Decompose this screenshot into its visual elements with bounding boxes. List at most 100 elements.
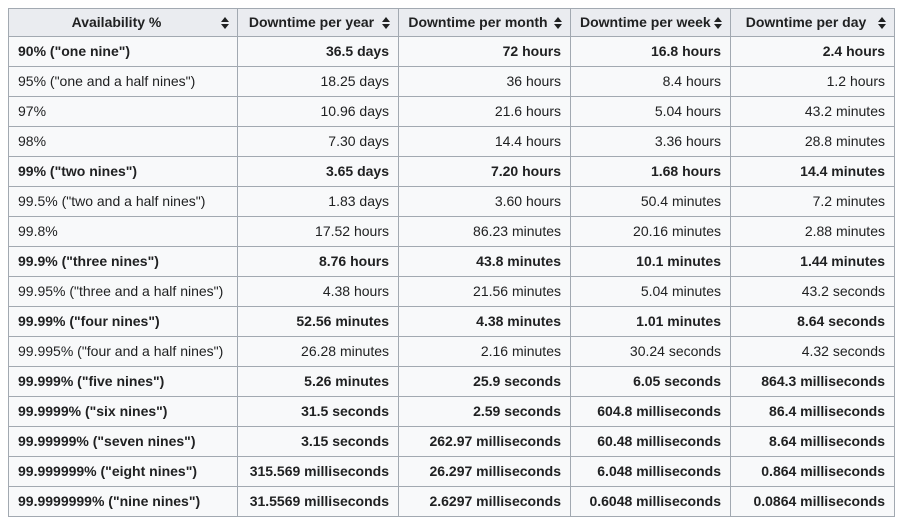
sort-icon	[714, 16, 723, 29]
table-row: 99.5% ("two and a half nines") 1.83 days…	[8, 186, 895, 217]
availability-cell: 99.9% ("three nines")	[8, 246, 238, 277]
availability-cell: 99.5% ("two and a half nines")	[8, 186, 238, 217]
downtime-day-cell: 0.864 milliseconds	[730, 456, 895, 487]
availability-cell: 97%	[8, 96, 238, 127]
sort-header-downtime-day[interactable]: Downtime per day	[730, 8, 895, 37]
sort-header-downtime-year[interactable]: Downtime per year	[237, 8, 399, 37]
availability-cell: 99% ("two nines")	[8, 156, 238, 187]
downtime-day-cell: 1.2 hours	[730, 66, 895, 97]
downtime-year-cell: 3.15 seconds	[237, 426, 399, 457]
downtime-month-cell: 2.59 seconds	[398, 396, 571, 427]
downtime-month-cell: 21.6 hours	[398, 96, 571, 127]
downtime-month-cell: 3.60 hours	[398, 186, 571, 217]
downtime-day-cell: 8.64 seconds	[730, 306, 895, 337]
downtime-year-cell: 31.5 seconds	[237, 396, 399, 427]
downtime-week-cell: 6.048 milliseconds	[570, 456, 731, 487]
downtime-month-cell: 86.23 minutes	[398, 216, 571, 247]
table-row: 99.99% ("four nines") 52.56 minutes 4.38…	[8, 306, 895, 337]
downtime-day-cell: 86.4 milliseconds	[730, 396, 895, 427]
downtime-month-cell: 72 hours	[398, 36, 571, 67]
downtime-year-cell: 36.5 days	[237, 36, 399, 67]
downtime-month-cell: 262.97 milliseconds	[398, 426, 571, 457]
downtime-year-cell: 26.28 minutes	[237, 336, 399, 367]
downtime-month-cell: 43.8 minutes	[398, 246, 571, 277]
downtime-day-cell: 0.0864 milliseconds	[730, 486, 895, 517]
downtime-week-cell: 16.8 hours	[570, 36, 731, 67]
downtime-year-cell: 8.76 hours	[237, 246, 399, 277]
downtime-year-cell: 4.38 hours	[237, 276, 399, 307]
downtime-year-cell: 1.83 days	[237, 186, 399, 217]
column-label: Downtime per day	[745, 14, 867, 30]
downtime-day-cell: 2.88 minutes	[730, 216, 895, 247]
table-row: 99.999% ("five nines") 5.26 minutes 25.9…	[8, 366, 895, 397]
downtime-month-cell: 21.56 minutes	[398, 276, 571, 307]
column-label: Downtime per year	[248, 14, 375, 30]
table-row: 97% 10.96 days 21.6 hours 5.04 hours 43.…	[8, 96, 895, 127]
downtime-month-cell: 36 hours	[398, 66, 571, 97]
availability-cell: 99.9999% ("six nines")	[8, 396, 238, 427]
availability-cell: 99.99999% ("seven nines")	[8, 426, 238, 457]
downtime-week-cell: 60.48 milliseconds	[570, 426, 731, 457]
downtime-week-cell: 6.05 seconds	[570, 366, 731, 397]
downtime-day-cell: 28.8 minutes	[730, 126, 895, 157]
column-label: Downtime per week	[580, 14, 711, 30]
table-row: 99% ("two nines") 3.65 days 7.20 hours 1…	[8, 156, 895, 187]
table-row: 99.99999% ("seven nines") 3.15 seconds 2…	[8, 426, 895, 457]
downtime-day-cell: 4.32 seconds	[730, 336, 895, 367]
downtime-year-cell: 315.569 milliseconds	[237, 456, 399, 487]
column-label: Availability %	[71, 14, 162, 30]
downtime-week-cell: 1.01 minutes	[570, 306, 731, 337]
availability-cell: 99.95% ("three and a half nines")	[8, 276, 238, 307]
downtime-month-cell: 2.6297 milliseconds	[398, 486, 571, 517]
availability-downtime-table: Availability % Downtime per year Downtim…	[8, 8, 895, 517]
downtime-month-cell: 25.9 seconds	[398, 366, 571, 397]
availability-cell: 99.995% ("four and a half nines")	[8, 336, 238, 367]
downtime-day-cell: 864.3 milliseconds	[730, 366, 895, 397]
table-row: 95% ("one and a half nines") 18.25 days …	[8, 66, 895, 97]
downtime-year-cell: 17.52 hours	[237, 216, 399, 247]
downtime-week-cell: 50.4 minutes	[570, 186, 731, 217]
table-row: 99.9% ("three nines") 8.76 hours 43.8 mi…	[8, 246, 895, 277]
sort-icon	[554, 16, 563, 29]
sort-header-availability[interactable]: Availability %	[8, 8, 238, 37]
downtime-week-cell: 30.24 seconds	[570, 336, 731, 367]
table-row: 90% ("one nine") 36.5 days 72 hours 16.8…	[8, 36, 895, 67]
sort-icon	[382, 16, 391, 29]
downtime-week-cell: 5.04 minutes	[570, 276, 731, 307]
table-row: 99.995% ("four and a half nines") 26.28 …	[8, 336, 895, 367]
availability-cell: 99.8%	[8, 216, 238, 247]
downtime-month-cell: 14.4 hours	[398, 126, 571, 157]
sort-header-downtime-week[interactable]: Downtime per week	[570, 8, 731, 37]
downtime-day-cell: 14.4 minutes	[730, 156, 895, 187]
table-row: 99.9999999% ("nine nines") 31.5569 milli…	[8, 486, 895, 517]
sort-icon	[878, 16, 887, 29]
downtime-month-cell: 7.20 hours	[398, 156, 571, 187]
availability-cell: 95% ("one and a half nines")	[8, 66, 238, 97]
downtime-week-cell: 10.1 minutes	[570, 246, 731, 277]
downtime-month-cell: 2.16 minutes	[398, 336, 571, 367]
downtime-week-cell: 604.8 milliseconds	[570, 396, 731, 427]
sort-header-downtime-month[interactable]: Downtime per month	[398, 8, 571, 37]
sort-icon	[221, 16, 230, 29]
downtime-week-cell: 20.16 minutes	[570, 216, 731, 247]
downtime-year-cell: 3.65 days	[237, 156, 399, 187]
downtime-year-cell: 31.5569 milliseconds	[237, 486, 399, 517]
availability-cell: 99.9999999% ("nine nines")	[8, 486, 238, 517]
column-label: Downtime per month	[408, 14, 548, 30]
availability-cell: 98%	[8, 126, 238, 157]
downtime-year-cell: 10.96 days	[237, 96, 399, 127]
downtime-day-cell: 43.2 minutes	[730, 96, 895, 127]
table-row: 99.999999% ("eight nines") 315.569 milli…	[8, 456, 895, 487]
downtime-day-cell: 8.64 milliseconds	[730, 426, 895, 457]
downtime-week-cell: 8.4 hours	[570, 66, 731, 97]
table-row: 99.9999% ("six nines") 31.5 seconds 2.59…	[8, 396, 895, 427]
availability-cell: 99.999% ("five nines")	[8, 366, 238, 397]
downtime-day-cell: 1.44 minutes	[730, 246, 895, 277]
availability-cell: 99.999999% ("eight nines")	[8, 456, 238, 487]
header-row: Availability % Downtime per year Downtim…	[8, 8, 895, 37]
table-row: 98% 7.30 days 14.4 hours 3.36 hours 28.8…	[8, 126, 895, 157]
downtime-week-cell: 3.36 hours	[570, 126, 731, 157]
downtime-week-cell: 5.04 hours	[570, 96, 731, 127]
downtime-day-cell: 2.4 hours	[730, 36, 895, 67]
table-row: 99.8% 17.52 hours 86.23 minutes 20.16 mi…	[8, 216, 895, 247]
